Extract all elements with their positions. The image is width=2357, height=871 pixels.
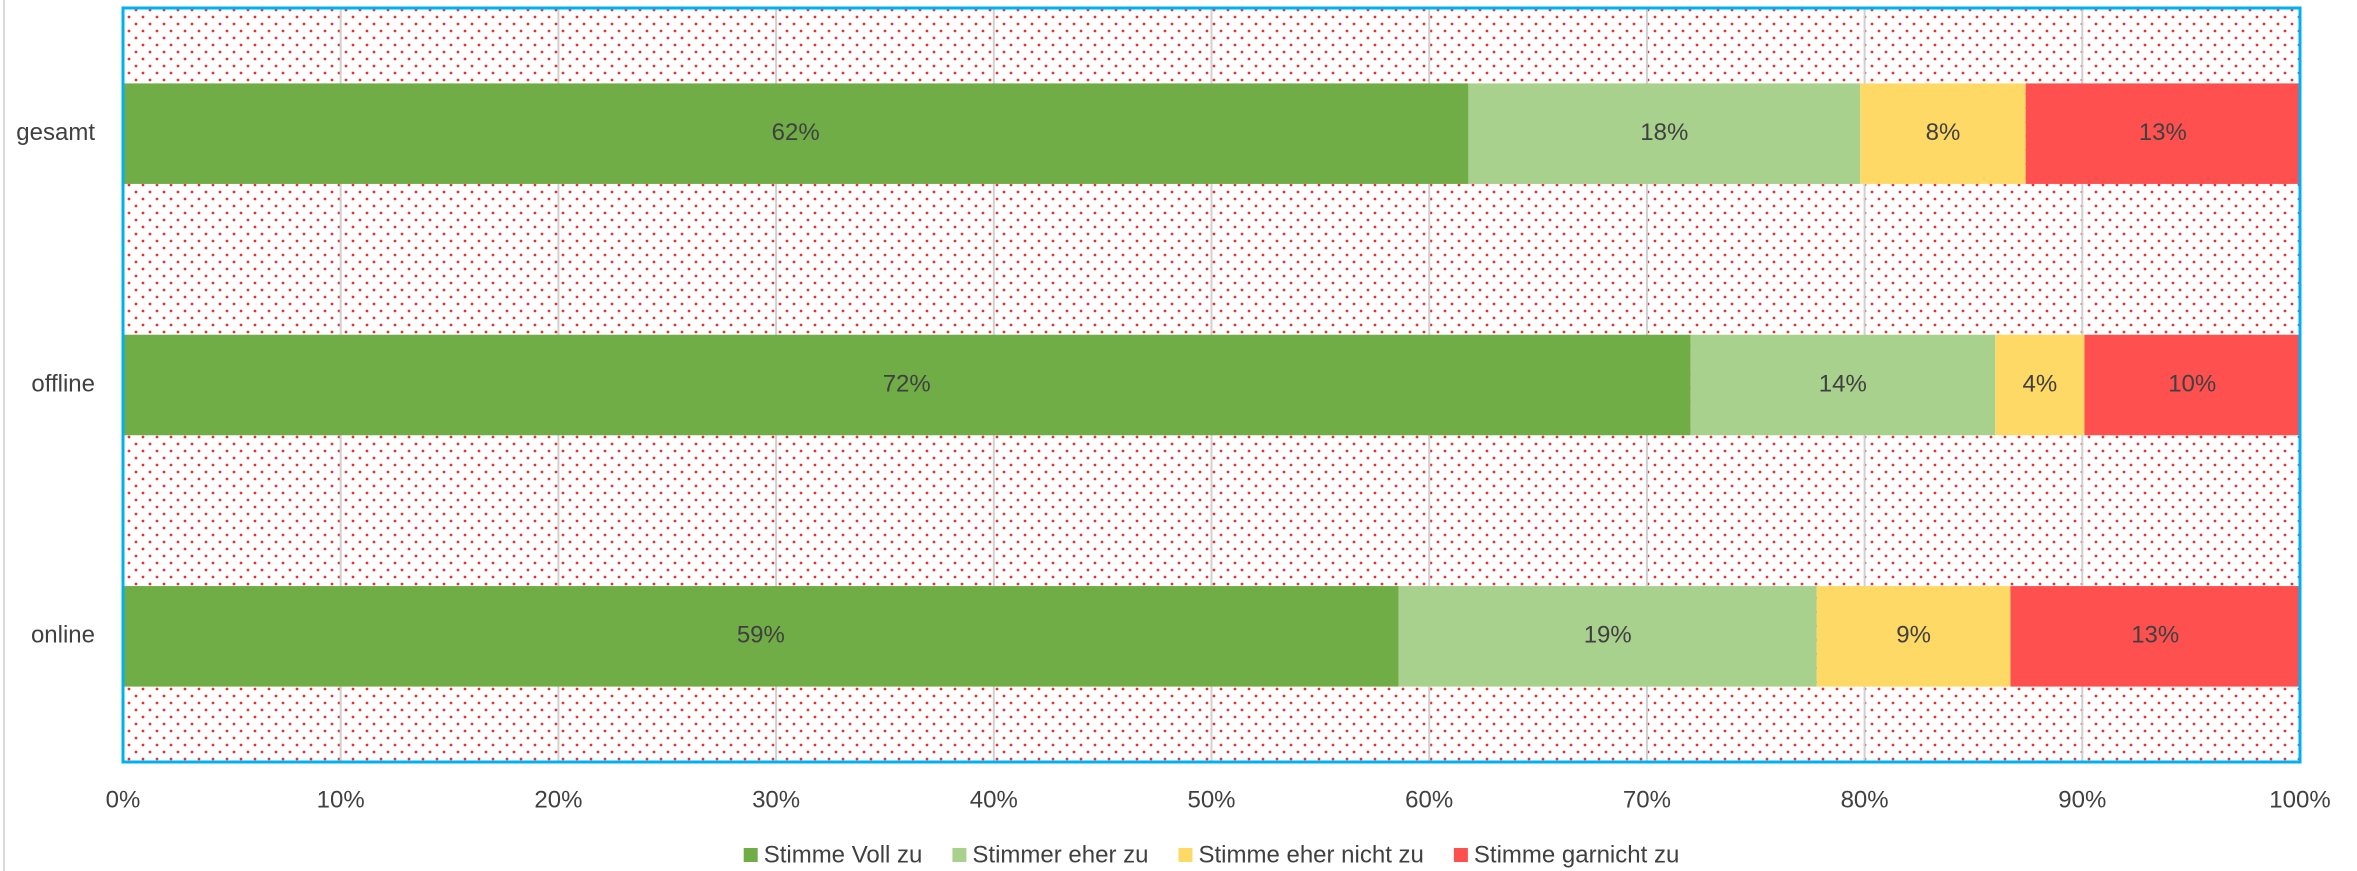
legend-label: Stimmer eher zu [972,841,1148,868]
data-label: 19% [1584,622,1632,649]
bar-segment [1468,83,1861,184]
legend-swatch [1453,848,1468,862]
x-tick-label: 50% [1187,786,1235,813]
bar-segment [1995,334,2085,436]
data-label: 10% [2168,370,2216,397]
y-tick-label: offline [31,370,95,397]
bar-segment [1690,334,1996,436]
data-label: 18% [1640,119,1688,146]
legend-swatch [743,848,758,862]
legend-label: Stimme Voll zu [764,841,923,868]
x-tick-label: 90% [2058,786,2106,813]
bar-segment [123,83,1469,184]
x-tick-label: 30% [752,786,800,813]
y-tick-label: online [31,622,95,649]
bar-segment [2010,586,2300,687]
bar-segment [1816,586,2011,687]
legend-swatch [1178,848,1193,862]
legend-label: Stimme garnicht zu [1474,841,1679,868]
x-tick-label: 70% [1623,786,1671,813]
legend-label: Stimme eher nicht zu [1198,841,1423,868]
x-tick-label: 80% [1841,786,1889,813]
data-label: 8% [1926,119,1961,146]
x-tick-label: 20% [534,786,582,813]
bar-segment [2084,334,2300,436]
bar-segment [2025,83,2300,184]
legend-swatch [952,848,967,862]
x-tick-label: 60% [1405,786,1453,813]
x-tick-label: 10% [317,786,365,813]
bar-segment [123,586,1399,687]
bar-segment [1398,586,1817,687]
data-label: 62% [772,119,820,146]
data-label: 13% [2139,119,2187,146]
x-tick-label: 100% [2269,786,2330,813]
bar-segment [123,334,1691,436]
x-tick-label: 0% [106,786,141,813]
data-label: 14% [1819,370,1867,397]
plot-border [121,6,2302,764]
x-tick-label: 40% [970,786,1018,813]
data-label: 4% [2023,370,2058,397]
data-label: 59% [737,622,785,649]
data-label: 72% [883,370,931,397]
data-label: 9% [1896,622,1931,649]
y-tick-label: gesamt [16,119,95,146]
data-label: 13% [2131,622,2179,649]
bar-segment [1860,83,2026,184]
